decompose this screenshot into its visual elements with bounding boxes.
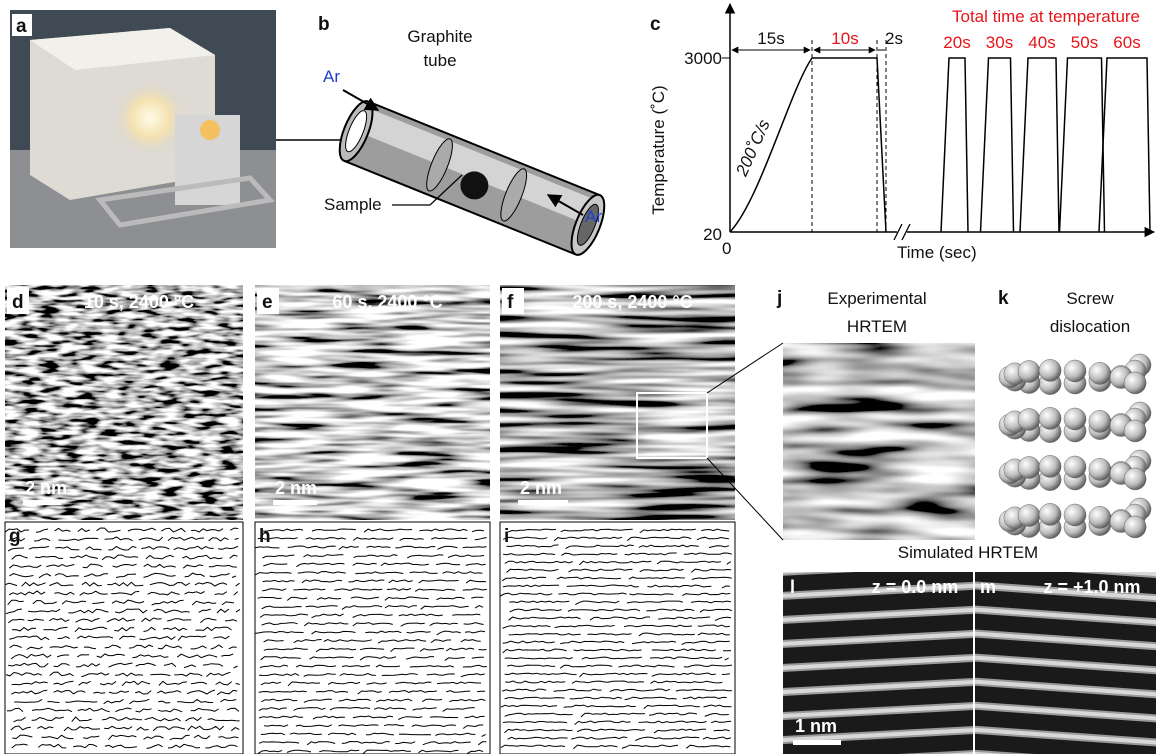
atom (1039, 503, 1061, 525)
trace-panel (255, 522, 490, 754)
atom (1089, 458, 1111, 480)
atom (1124, 516, 1146, 538)
atom (1039, 359, 1061, 381)
model-title: dislocation (1050, 317, 1130, 336)
figure: b Graphite tube Ar Ar Sample c Temperatu… (0, 0, 1156, 754)
atom (1064, 408, 1086, 430)
photo (10, 10, 276, 248)
sim-depth: z = +1.0 nm (1043, 577, 1140, 597)
ramp-time: 15s (757, 29, 784, 48)
atom (1124, 420, 1146, 442)
tube-label: Graphite (407, 27, 472, 46)
panel-label: d (12, 292, 24, 313)
series-time: 60s (1113, 33, 1140, 52)
model-title: Screw (1066, 289, 1114, 308)
scale-label: 2 nm (275, 478, 317, 498)
scale-label: 1 nm (795, 716, 837, 736)
panel-label: l (790, 577, 795, 597)
panel-label: a (16, 16, 27, 37)
series-profiles: 20s 30s 40s 50s 60s (941, 33, 1150, 232)
scale-bar (518, 500, 568, 505)
condition: 200 s, 2400 °C (572, 292, 692, 312)
series-profile (1099, 58, 1150, 232)
atom (1089, 506, 1111, 528)
scale-bar (273, 500, 317, 505)
atom (1018, 505, 1040, 527)
atom (1018, 457, 1040, 479)
panel-label: c (650, 14, 661, 35)
atomic-model (999, 354, 1151, 539)
axis-label: Time (sec) (897, 243, 977, 262)
trace (463, 547, 487, 548)
atom (1124, 372, 1146, 394)
panel-label: m (980, 577, 996, 597)
detail-title: Experimental (827, 289, 926, 308)
series-time: 20s (943, 33, 970, 52)
micrographs: d 10 s, 2400 °C 2 nm g e 60 s, 2400 °C 2 nm h f 2… (5, 285, 735, 754)
atom (1089, 362, 1111, 384)
ramp-rate: 200˚C/s (732, 116, 774, 179)
series-profile (1020, 58, 1059, 232)
scale-label: 2 nm (520, 478, 562, 498)
panel-label: f (507, 292, 514, 313)
panel-label: h (259, 526, 271, 547)
tick-label: 3000 (684, 49, 722, 68)
sample-label: Sample (324, 195, 382, 214)
series-profile (981, 58, 1014, 232)
hold-time: 10s (831, 29, 858, 48)
atom (1064, 456, 1086, 478)
gas-label: Ar (323, 67, 340, 86)
scale-bar (793, 740, 841, 745)
atom (1124, 468, 1146, 490)
axis-label: Temperature (˚C) (649, 85, 668, 214)
atom (1018, 409, 1040, 431)
condition: 60 s, 2400 °C (332, 292, 442, 312)
series-time: 50s (1071, 33, 1098, 52)
sim-title: Simulated HRTEM (898, 543, 1038, 562)
panel-label: j (776, 288, 782, 309)
atom (1039, 407, 1061, 429)
sim-depth: z = 0.0 nm (872, 577, 959, 597)
panel-label: e (262, 292, 273, 313)
series-profile (1060, 58, 1105, 232)
panel-label: k (998, 288, 1009, 309)
atom (1064, 504, 1086, 526)
guide (812, 40, 886, 232)
panel-label: g (9, 526, 21, 547)
panel-label: i (504, 526, 509, 547)
scale-bar (23, 500, 61, 505)
trace-panel (500, 522, 735, 754)
series-time: 40s (1028, 33, 1055, 52)
atom (1039, 455, 1061, 477)
hrtem-detail (783, 343, 975, 540)
series-time: 30s (986, 33, 1013, 52)
atom (1089, 410, 1111, 432)
tube-label: tube (423, 51, 456, 70)
tube-schematic (333, 97, 611, 259)
cool-time: 2s (885, 29, 903, 48)
scale-label: 2 nm (25, 478, 67, 498)
condition: 10 s, 2400 °C (84, 292, 194, 312)
gas-label: Ar (585, 207, 602, 226)
simulated-image (975, 572, 1156, 754)
detail-title: HRTEM (847, 317, 907, 336)
atom (1018, 361, 1040, 383)
tick-label: 20 (703, 225, 722, 244)
series-title: Total time at temperature (952, 7, 1140, 26)
series-profile (941, 58, 968, 232)
tick-label: 0 (722, 239, 731, 258)
atom (1064, 360, 1086, 382)
panel-label: b (318, 14, 330, 35)
